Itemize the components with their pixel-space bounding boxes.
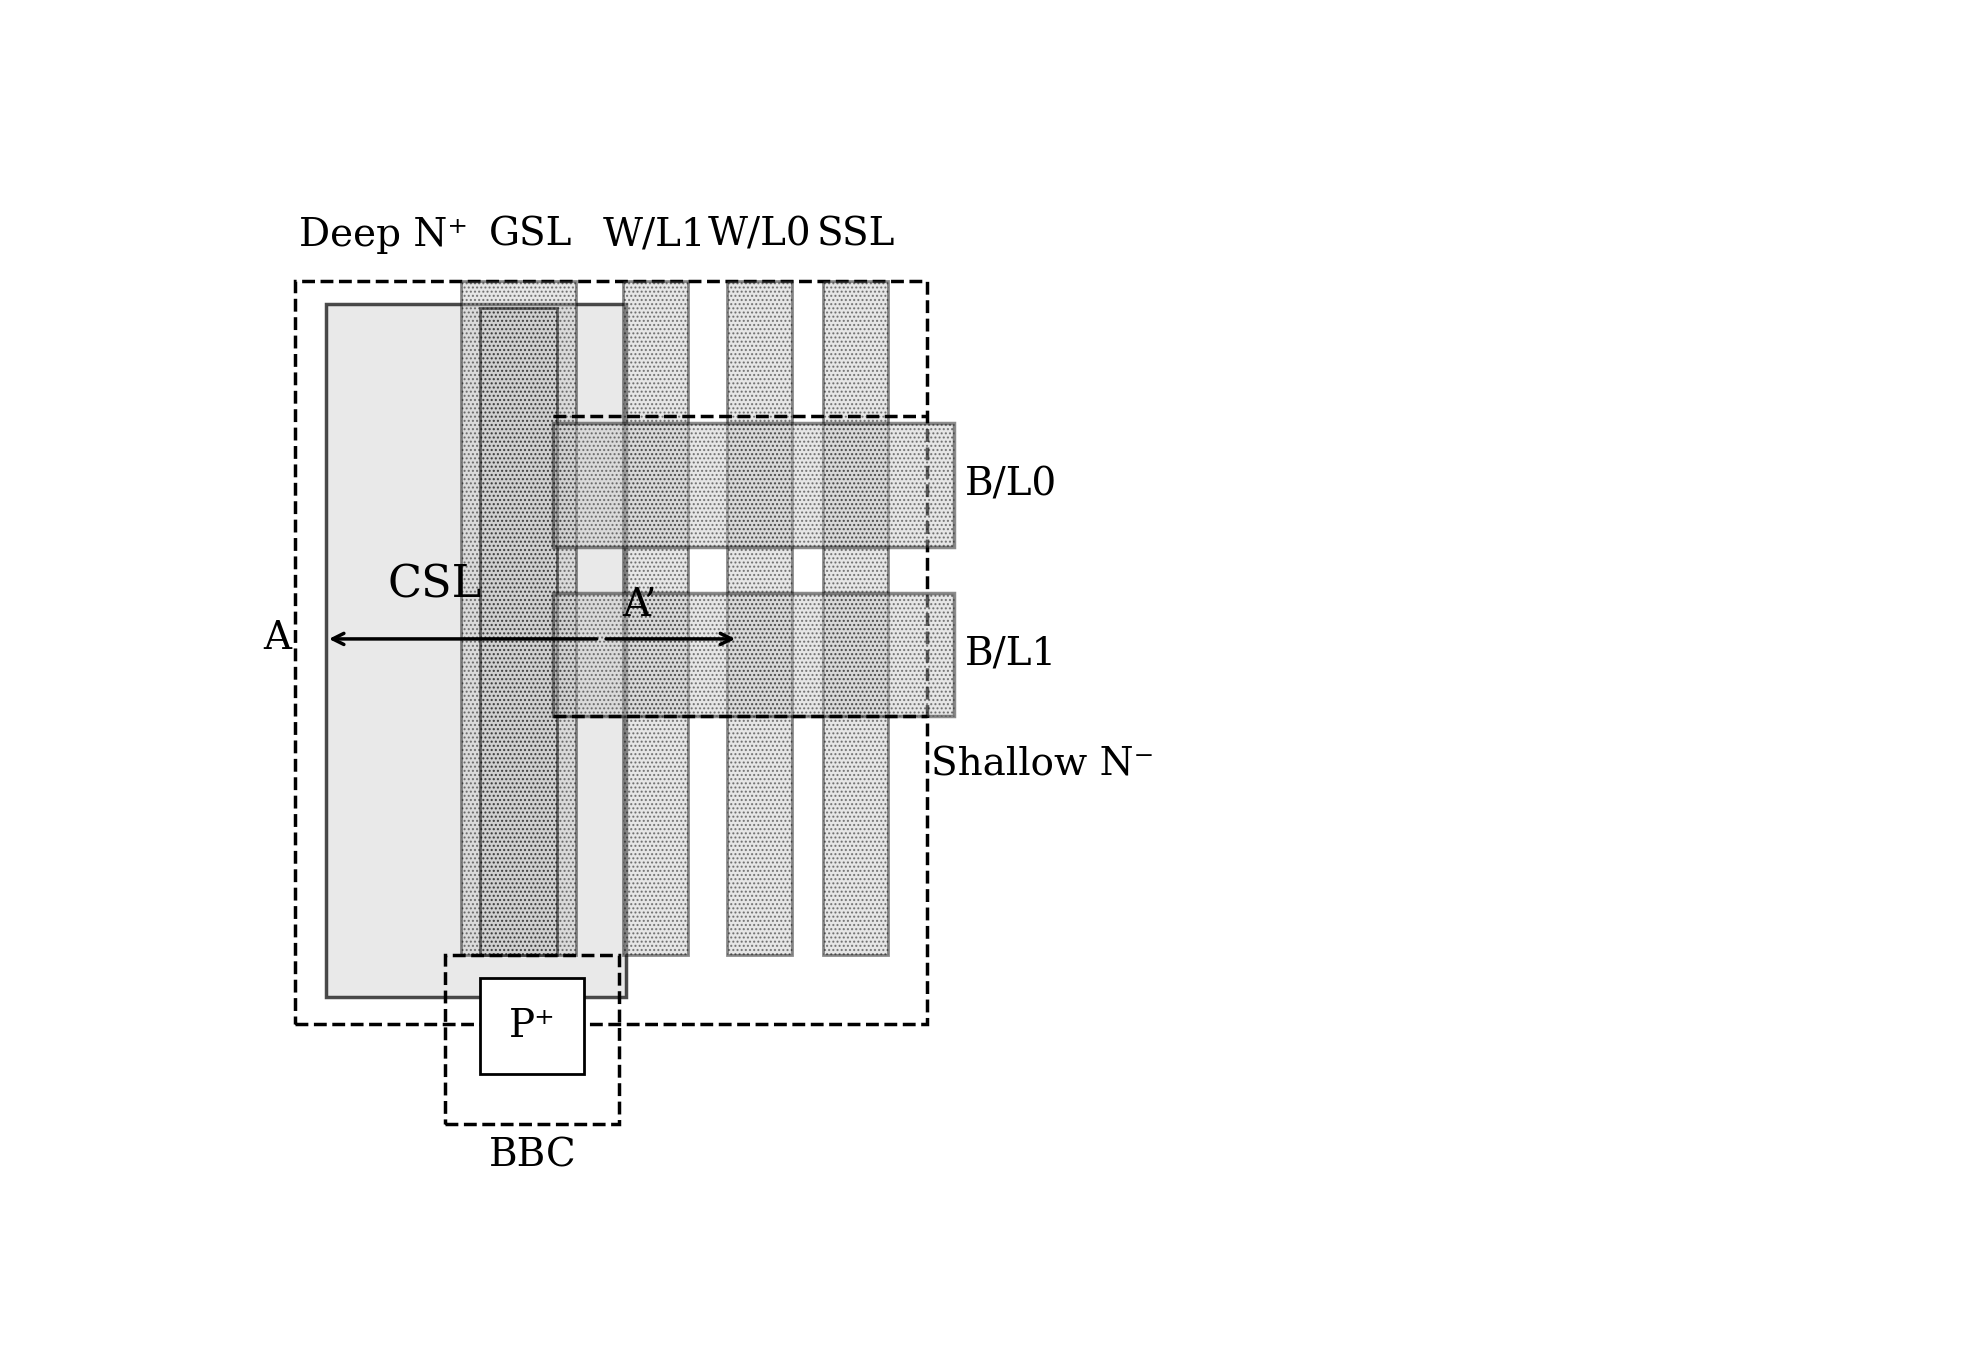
Text: Deep N⁺: Deep N⁺: [300, 217, 468, 254]
Bar: [554, 424, 954, 546]
Text: GSL: GSL: [488, 217, 571, 254]
Text: A: A: [264, 621, 292, 657]
Bar: [446, 954, 619, 1124]
Text: B/L1: B/L1: [964, 635, 1057, 673]
Bar: [726, 281, 792, 954]
Text: W/L1: W/L1: [603, 217, 706, 254]
Text: W/L0: W/L0: [708, 217, 811, 254]
Bar: [823, 281, 889, 954]
Bar: [554, 592, 954, 716]
Bar: [623, 281, 688, 954]
Text: A’: A’: [623, 587, 657, 623]
Bar: [480, 977, 583, 1074]
Text: BBC: BBC: [488, 1137, 575, 1175]
Text: B/L0: B/L0: [964, 467, 1057, 503]
Bar: [480, 308, 558, 954]
Bar: [460, 281, 577, 954]
Text: Shallow N⁻: Shallow N⁻: [930, 747, 1155, 783]
Text: SSL: SSL: [817, 217, 895, 254]
Text: CSL: CSL: [387, 564, 482, 607]
Text: P⁺: P⁺: [510, 1008, 556, 1044]
Bar: [296, 281, 927, 1024]
Bar: [325, 304, 627, 997]
